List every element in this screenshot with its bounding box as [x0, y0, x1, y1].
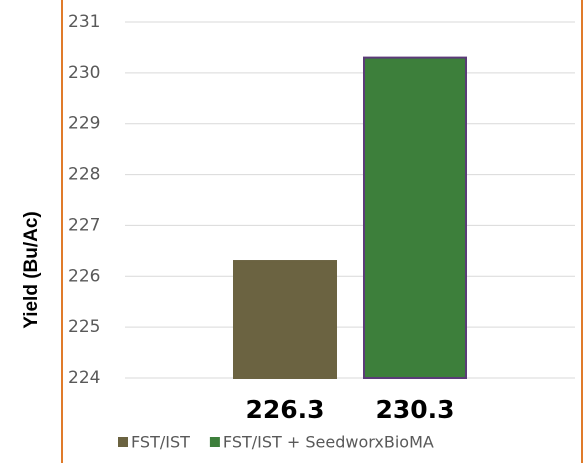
y-axis-label: Yield (Bu/Ac): [21, 211, 42, 329]
frame: [61, 0, 583, 463]
legend-swatch: [118, 437, 128, 447]
legend-label: FST/IST: [131, 433, 190, 452]
bar: [363, 56, 467, 379]
bar: [233, 260, 337, 379]
y-tick-label: 228: [68, 165, 100, 185]
legend-label: FST/IST + SeedworxBioMA: [223, 433, 434, 452]
y-tick-label: 227: [68, 215, 100, 235]
legend-swatch: [209, 437, 220, 447]
y-tick-label: 225: [68, 317, 100, 337]
y-tick-label: 224: [68, 368, 100, 388]
y-tick-label: 229: [68, 114, 100, 134]
y-tick-label: 231: [68, 12, 100, 32]
y-tick-label: 230: [68, 63, 100, 83]
y-tick-label: 226: [68, 266, 100, 286]
value-label: 226.3: [245, 395, 324, 424]
value-label: 230.3: [375, 395, 454, 424]
